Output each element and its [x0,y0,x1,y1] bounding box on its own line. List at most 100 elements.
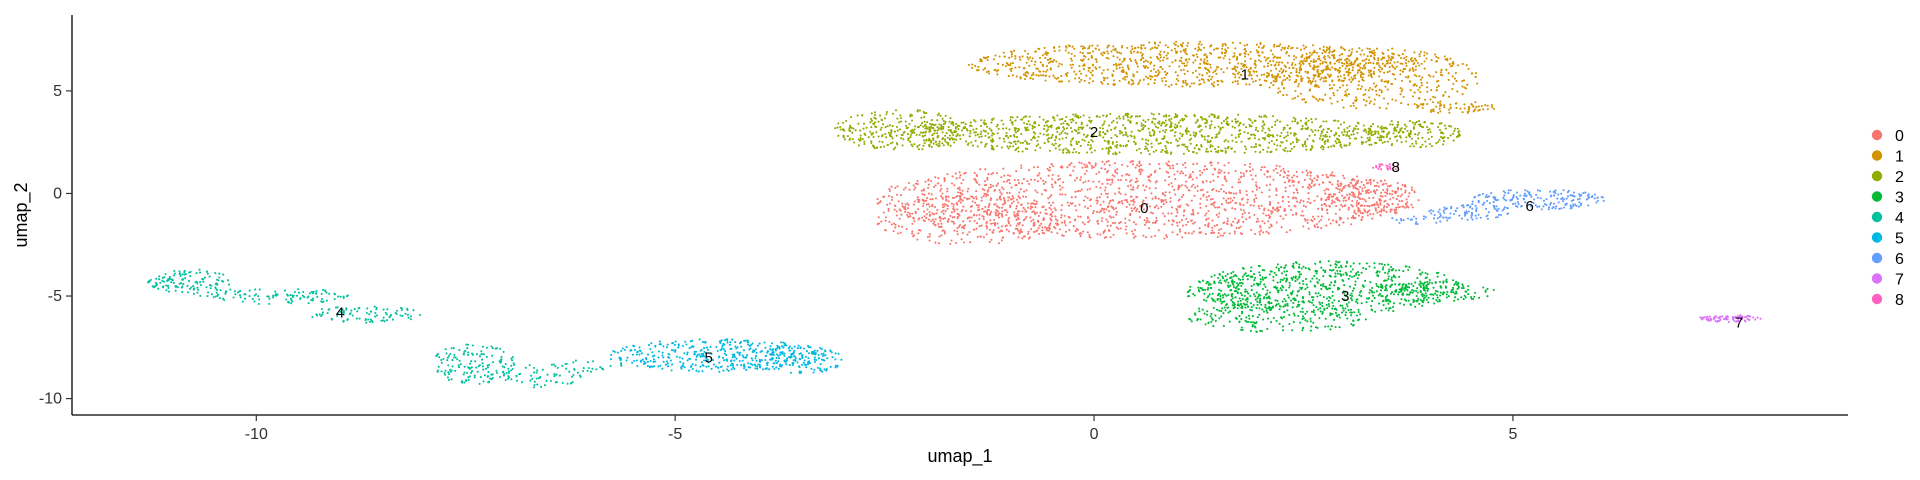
cluster-0-point [1355,204,1358,207]
cluster-0-point [1113,192,1117,195]
cluster-2-point [1270,126,1274,129]
cluster-2-point [1206,139,1209,142]
cluster-0-point [939,184,942,187]
cluster-2-point [1141,128,1144,131]
cluster-0-point [1134,181,1137,184]
cluster-2-point [1002,127,1005,130]
cluster-3-point [1233,280,1236,283]
cluster-1-point [1367,74,1370,77]
cluster-2-point [901,133,904,136]
cluster-1-point [1388,66,1391,69]
cluster-0-point [1355,175,1359,178]
cluster-0-point [934,184,937,187]
cluster-3-point [1277,269,1281,272]
cluster-0-point [946,173,949,176]
cluster-1-point [1139,51,1142,54]
cluster-0-point [1112,208,1115,211]
cluster-0-point [1113,175,1116,178]
cluster-0-point [1371,217,1374,220]
cluster-1-point [1305,57,1309,60]
cluster-1-point [1345,70,1348,73]
cluster-3-point [1322,275,1325,278]
cluster-1-point [1146,66,1149,69]
cluster-1-point [1042,70,1045,73]
cluster-0-point [1353,211,1356,214]
cluster-0-point [1373,189,1376,192]
cluster-2-point [1142,123,1145,127]
cluster-0-point [1268,201,1272,204]
cluster-2-point [879,146,882,149]
cluster-0-point [943,205,946,208]
cluster-2-point [1020,118,1023,121]
cluster-2-point [1414,121,1417,124]
cluster-2-point [1427,137,1430,141]
cluster-1-point [1094,58,1097,61]
cluster-1-point [1283,64,1286,67]
cluster-1-point [1314,80,1317,83]
cluster-2-point [1086,124,1089,127]
cluster-0-point [1115,226,1118,229]
cluster-1-point [1137,46,1140,49]
cluster-1-point [1423,60,1426,63]
cluster-1-point [1269,49,1273,52]
cluster-2-point [962,133,965,136]
cluster-1-point [1198,48,1201,51]
cluster-0-point [1310,185,1313,189]
cluster-0-point [1179,230,1182,233]
cluster-1-point [1342,47,1345,50]
cluster-0-point [1014,227,1017,230]
cluster-0-point [1134,223,1138,226]
cluster-0-point [985,220,988,223]
cluster-2-point [930,119,933,122]
cluster-0-point [1291,180,1294,184]
cluster-0-point [1306,200,1309,204]
cluster-2-point [947,125,950,129]
cluster-2-point [1014,149,1017,152]
cluster-1-point [1208,75,1211,78]
cluster-0-point [894,204,897,208]
cluster-1-point [1095,60,1098,63]
cluster-0-point [1195,176,1198,179]
cluster-2-point [1002,123,1005,126]
cluster-1-point [1186,61,1189,64]
cluster-0-point [884,229,887,232]
cluster-0-point [1015,207,1018,210]
cluster-1-point [1377,68,1380,71]
cluster-2-point [1088,119,1091,122]
cluster-0-point [1150,211,1153,214]
cluster-0-point [1121,202,1124,205]
cluster-0-point [1382,188,1385,192]
cluster-0-point [1365,182,1369,185]
cluster-3-point [1327,303,1330,306]
cluster-1-point [1179,69,1183,72]
cluster-2-point [1291,141,1294,144]
cluster-2-point [1243,131,1246,134]
cluster-2-point [1145,147,1149,150]
cluster-1-point [1288,78,1291,81]
cluster-0-point [1013,211,1016,214]
cluster-2-point [1337,120,1340,123]
cluster-2-point [966,143,969,146]
cluster-0-point [1213,201,1216,204]
cluster-1-point [1486,104,1489,107]
cluster-0-point [918,217,921,220]
cluster-0-point [1242,172,1245,175]
cluster-2-point [938,127,941,130]
cluster-1-point [1281,83,1284,86]
cluster-2-point [1285,139,1288,142]
cluster-1-point [1058,62,1061,65]
cluster-1-point [1228,61,1231,64]
cluster-2-point [1193,115,1196,118]
cluster-1-point [1039,70,1042,73]
cluster-2-point [1005,131,1008,135]
cluster-1-point [1331,80,1334,83]
cluster-1-point [1399,69,1402,72]
cluster-2-point [1385,133,1389,136]
cluster-0-point [1158,167,1161,170]
cluster-2-point [888,124,892,127]
cluster-1-point [1324,75,1327,78]
cluster-0-point [1239,232,1242,235]
cluster-2-point [1449,134,1452,137]
cluster-0-point [938,235,941,238]
cluster-2-point [1178,137,1181,140]
